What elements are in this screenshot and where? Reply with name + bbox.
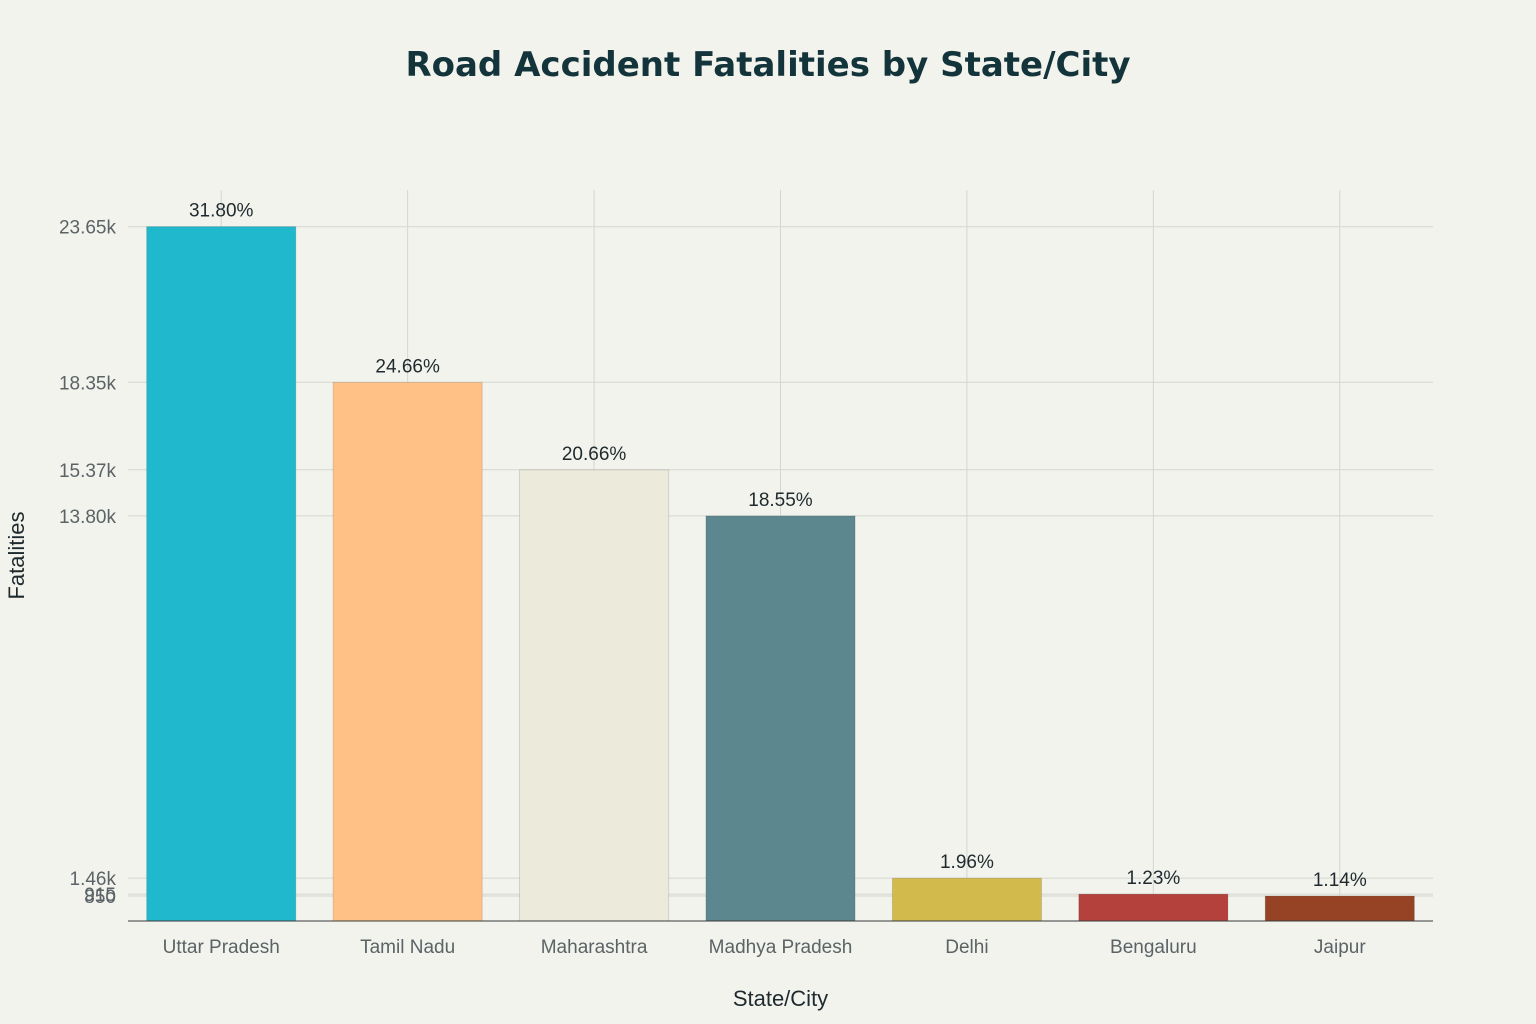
- x-tick-label: Bengaluru: [1110, 937, 1197, 958]
- y-tick-label: 13.80k: [59, 507, 117, 528]
- bars: [146, 226, 1415, 922]
- bar: [332, 381, 483, 922]
- data-labels: 31.80% 24.66% 20.66% 18.55% 1.96% 1.23% 1.14%: [189, 201, 1367, 891]
- y-tick-label: 18.35k: [59, 373, 117, 394]
- x-axis-title: State/City: [733, 986, 828, 1011]
- x-tick-label: Uttar Pradesh: [163, 937, 280, 958]
- chart-title: Road Accident Fatalities by State/City: [405, 45, 1130, 85]
- bar-value-label: 20.66%: [562, 444, 627, 465]
- bar-value-label: 1.23%: [1126, 868, 1180, 889]
- bar: [519, 469, 670, 922]
- y-tick-label: 23.65k: [59, 218, 117, 239]
- bar: [705, 515, 856, 922]
- x-tick-label: Maharashtra: [541, 937, 648, 958]
- x-tick-label: Jaipur: [1314, 937, 1366, 958]
- bar: [891, 877, 1042, 922]
- y-tick-label: 15.37k: [59, 461, 117, 482]
- y-axis-title: Fatalities: [4, 511, 29, 599]
- bar-value-label: 24.66%: [375, 356, 440, 377]
- x-tick-label: Delhi: [945, 937, 988, 958]
- bar: [1078, 893, 1229, 922]
- y-tick-label: 915: [84, 885, 116, 906]
- bar-value-label: 1.14%: [1313, 870, 1367, 891]
- bar: [146, 226, 297, 922]
- y-tick-label: 850: [84, 887, 116, 908]
- bar: [1264, 895, 1415, 922]
- bar-value-label: 31.80%: [189, 201, 254, 222]
- y-tick-label: 1.46k: [70, 869, 117, 890]
- bar-value-label: 1.96%: [940, 852, 994, 873]
- x-tick-label: Madhya Pradesh: [709, 937, 853, 958]
- x-tick-label: Tamil Nadu: [360, 937, 455, 958]
- bar-value-label: 18.55%: [748, 490, 813, 511]
